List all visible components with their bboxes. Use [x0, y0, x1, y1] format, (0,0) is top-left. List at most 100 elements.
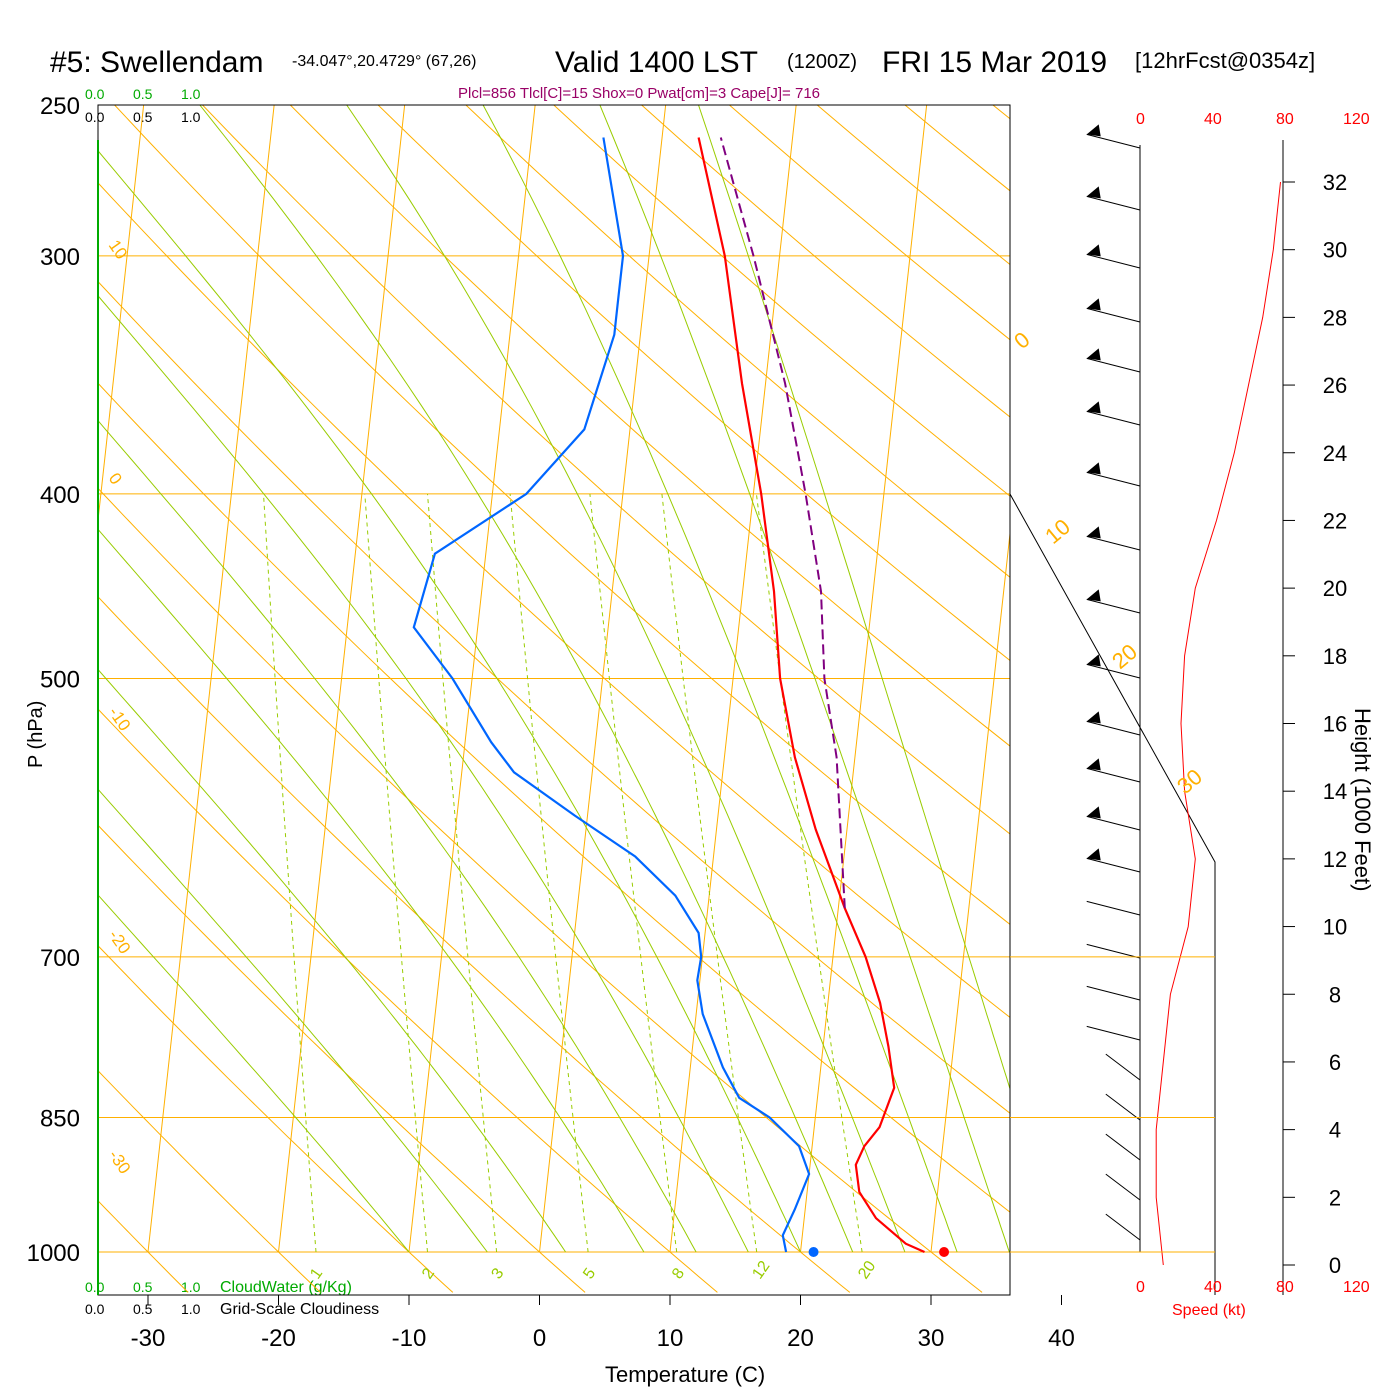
wind-barb [1086, 195, 1141, 211]
isotherm-line [147, 105, 275, 1253]
wind-barb [1086, 815, 1141, 831]
cloudiness-label: Grid-Scale Cloudiness [220, 1301, 379, 1318]
cloudwater-tick-top: 0.0 [85, 86, 105, 102]
moist-adiabat [98, 668, 567, 1253]
height-tick-label: 16 [1323, 712, 1347, 737]
speed-tick-bottom: 0 [1136, 1279, 1145, 1296]
isotherm-label: 0 [105, 469, 126, 488]
wind-barb-flag [1086, 348, 1101, 361]
isotherm-label-right: 10 [1040, 514, 1075, 549]
isotherm-line [930, 529, 1010, 1253]
dry-adiabat [201, 105, 1010, 835]
height-tick-label: 6 [1329, 1050, 1341, 1075]
isotherm-label: -30 [105, 1146, 135, 1177]
mixing-ratio-line [661, 493, 758, 1253]
mixing-ratio-label: 12 [749, 1258, 773, 1282]
cloudwater-tick-bottom: 0.0 [85, 1279, 105, 1295]
wind-barb [1086, 307, 1141, 323]
wind-barb [1086, 133, 1141, 149]
utc-time: (1200Z) [787, 51, 857, 73]
height-tick-label: 22 [1323, 508, 1347, 533]
cloudiness-tick-bottom: 0.5 [133, 1301, 153, 1317]
wind-barb-flag [1086, 244, 1101, 257]
wind-barb [1086, 598, 1141, 614]
isotherm-line [1062, 105, 1188, 1252]
dry-adiabat [113, 105, 1010, 926]
parcel-line [719, 137, 846, 909]
isotherm-line [669, 105, 797, 1253]
moist-adiabat [199, 105, 854, 1253]
wind-barb-flag [1086, 848, 1101, 861]
valid-time: Valid 1400 LST [555, 46, 758, 79]
height-tick-label: 30 [1323, 238, 1347, 263]
height-tick-label: 20 [1323, 576, 1347, 601]
dry-adiabat [98, 280, 1010, 1114]
temperature-tick-label: 20 [787, 1325, 814, 1352]
moist-adiabat [98, 894, 410, 1253]
isotherm-label-right: 0 [1009, 327, 1034, 354]
mixing-ratio-line [755, 493, 863, 1253]
dry-adiabat [98, 1070, 321, 1293]
height-tick-label: 0 [1329, 1253, 1341, 1278]
isotherm-line [0, 105, 13, 1252]
wind-barb-flag [1086, 124, 1101, 137]
wind-barb [1086, 663, 1141, 679]
dewpoint-line [412, 137, 811, 1253]
pressure-tick-label: 1000 [27, 1240, 80, 1267]
wind-barb-flag [1086, 758, 1101, 771]
surface-temperature-marker [939, 1247, 950, 1257]
cloudwater-tick-top: 0.5 [133, 86, 153, 102]
temperature-tick-label: 10 [657, 1325, 684, 1352]
height-tick-label: 28 [1323, 305, 1347, 330]
height-tick-label: 18 [1323, 644, 1347, 669]
height-tick-label: 14 [1323, 779, 1347, 804]
moist-adiabat [98, 295, 749, 1253]
wind-barb [1086, 720, 1141, 736]
wind-barb-flag [1086, 589, 1101, 602]
wind-barb [1086, 985, 1141, 1001]
height-tick-label: 12 [1323, 847, 1347, 872]
height-tick-label: 10 [1323, 915, 1347, 940]
speed-tick-bottom: 40 [1204, 1279, 1222, 1296]
wind-barb [1105, 1173, 1141, 1201]
cloudiness-tick-top: 0.0 [85, 109, 105, 125]
dry-adiabat [98, 824, 586, 1293]
isotherm-line [278, 105, 406, 1253]
wind-barb [1105, 1093, 1141, 1121]
height-tick-label: 24 [1323, 441, 1347, 466]
pressure-tick-label: 850 [40, 1106, 80, 1133]
cloudiness-tick-bottom: 0.0 [85, 1301, 105, 1317]
parcel-parameters: Plcl=856 Tlcl[C]=15 Shox=0 Pwat[cm]=3 Ca… [458, 85, 820, 102]
cloudiness-tick-bottom: 1.0 [181, 1301, 201, 1317]
speed-tick-bottom: 80 [1276, 1279, 1294, 1296]
speed-tick-top: 80 [1276, 111, 1294, 128]
pressure-tick-label: 400 [40, 482, 80, 509]
pressure-tick-label: 700 [40, 945, 80, 972]
height-tick-label: 32 [1323, 170, 1347, 195]
station-title: #5: Swellendam [50, 46, 263, 79]
pressure-tick-label: 500 [40, 667, 80, 694]
moist-adiabat [482, 105, 958, 1253]
pressure-tick-label: 300 [40, 244, 80, 271]
wind-barb [1086, 471, 1141, 487]
dry-adiabat [904, 105, 1010, 192]
wind-barb [1105, 1213, 1141, 1241]
speed-tick-bottom: 120 [1343, 1279, 1370, 1296]
moist-adiabat [698, 105, 1010, 1091]
dry-adiabat [98, 182, 1010, 1019]
cloudwater-tick-top: 1.0 [181, 86, 201, 102]
wind-barb-flag [1086, 462, 1101, 475]
moist-adiabat [98, 528, 645, 1253]
wind-barb-flag [1086, 186, 1101, 199]
temperature-tick-label: -20 [261, 1325, 296, 1352]
dry-adiabat [1212, 71, 1400, 1292]
wind-barb [1086, 943, 1141, 959]
forecast-info: [12hrFcst@0354z] [1135, 48, 1315, 73]
pressure-tick-label: 250 [40, 93, 80, 120]
height-tick-label: 2 [1329, 1185, 1341, 1210]
moist-adiabat [98, 150, 801, 1253]
wind-barb [1086, 1025, 1141, 1041]
